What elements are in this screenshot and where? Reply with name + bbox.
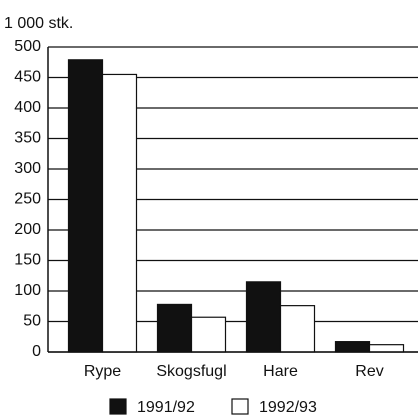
y-axis-label: 1 000 stk.: [4, 15, 73, 32]
bar: [334, 341, 371, 353]
y-tick-label: 0: [32, 343, 41, 360]
y-tick-label: 300: [14, 160, 41, 177]
bar: [156, 303, 193, 353]
legend-swatch: [231, 398, 249, 415]
legend-swatch: [109, 398, 127, 415]
bar: [101, 73, 138, 353]
y-tick-label: 500: [14, 38, 41, 55]
x-tick-label: Rev: [355, 363, 383, 380]
y-tick-label: 400: [14, 99, 41, 116]
y-tick-label: 250: [14, 191, 41, 208]
bar: [245, 281, 282, 353]
y-tick-label: 50: [23, 313, 41, 330]
legend-label: 1991/92: [137, 399, 195, 416]
bar: [67, 59, 104, 353]
y-tick-label: 150: [14, 252, 41, 269]
bar: [279, 305, 316, 353]
x-tick-label: Rype: [84, 363, 121, 380]
x-tick-label: Hare: [263, 363, 298, 380]
y-tick-label: 100: [14, 282, 41, 299]
bar: [368, 344, 405, 353]
y-tick-label: 450: [14, 69, 41, 86]
y-tick-label: 350: [14, 130, 41, 147]
y-tick-label: 200: [14, 221, 41, 238]
bar: [190, 316, 227, 353]
x-tick-label: Skogsfugl: [156, 363, 226, 380]
legend-label: 1992/93: [259, 399, 317, 416]
